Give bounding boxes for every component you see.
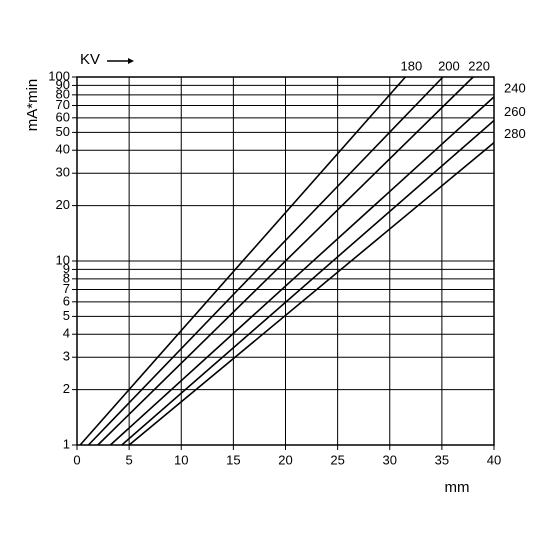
y-tick-label: 10 xyxy=(56,252,70,267)
series-line xyxy=(121,119,495,446)
x-tick-label: 40 xyxy=(487,452,501,467)
y-tick-label: 6 xyxy=(63,293,70,308)
y-tick-label: 30 xyxy=(56,165,70,180)
x-tick-label: 35 xyxy=(435,452,449,467)
series-label: 180 xyxy=(401,58,423,73)
x-tick-label: 15 xyxy=(226,452,240,467)
arrow-head xyxy=(128,58,134,64)
series-line xyxy=(97,76,474,446)
series-label: 260 xyxy=(504,104,526,119)
y-tick-label: 2 xyxy=(63,381,70,396)
x-tick-label: 0 xyxy=(73,452,80,467)
y-tick-label: 100 xyxy=(48,68,70,83)
y-tick-label: 80 xyxy=(56,86,70,101)
plot-frame xyxy=(76,76,495,446)
series-label: 280 xyxy=(504,126,526,141)
legend-title: KV xyxy=(80,51,100,68)
y-tick-label: 50 xyxy=(56,124,70,139)
x-tick-label: 25 xyxy=(330,452,344,467)
y-tick-label: 1 xyxy=(63,436,70,451)
y-tick-label: 70 xyxy=(56,97,70,112)
x-tick-label: 10 xyxy=(174,452,188,467)
y-axis-label: mA*min xyxy=(24,79,41,132)
series-line xyxy=(87,76,444,446)
x-axis-label: mm xyxy=(445,479,470,496)
y-tick-label: 9 xyxy=(63,261,70,276)
y-tick-label: 60 xyxy=(56,109,70,124)
y-tick-label: 90 xyxy=(56,77,70,92)
legend-arrow xyxy=(107,58,134,64)
y-tick-label: 5 xyxy=(63,308,70,323)
series-line xyxy=(128,141,495,446)
series-label: 200 xyxy=(438,58,460,73)
y-tick-label: 20 xyxy=(56,197,70,212)
y-tick-label: 4 xyxy=(63,326,70,341)
series-line xyxy=(109,96,495,446)
series-label: 220 xyxy=(468,58,490,73)
y-tick-label: 3 xyxy=(63,349,70,364)
y-tick-label: 40 xyxy=(56,142,70,157)
series-label: 240 xyxy=(504,80,526,95)
series-line xyxy=(79,76,406,446)
y-tick-label: 8 xyxy=(63,270,70,285)
x-tick-label: 30 xyxy=(383,452,397,467)
y-tick-label: 7 xyxy=(63,281,70,296)
x-tick-label: 5 xyxy=(126,452,133,467)
x-tick-label: 20 xyxy=(278,452,292,467)
